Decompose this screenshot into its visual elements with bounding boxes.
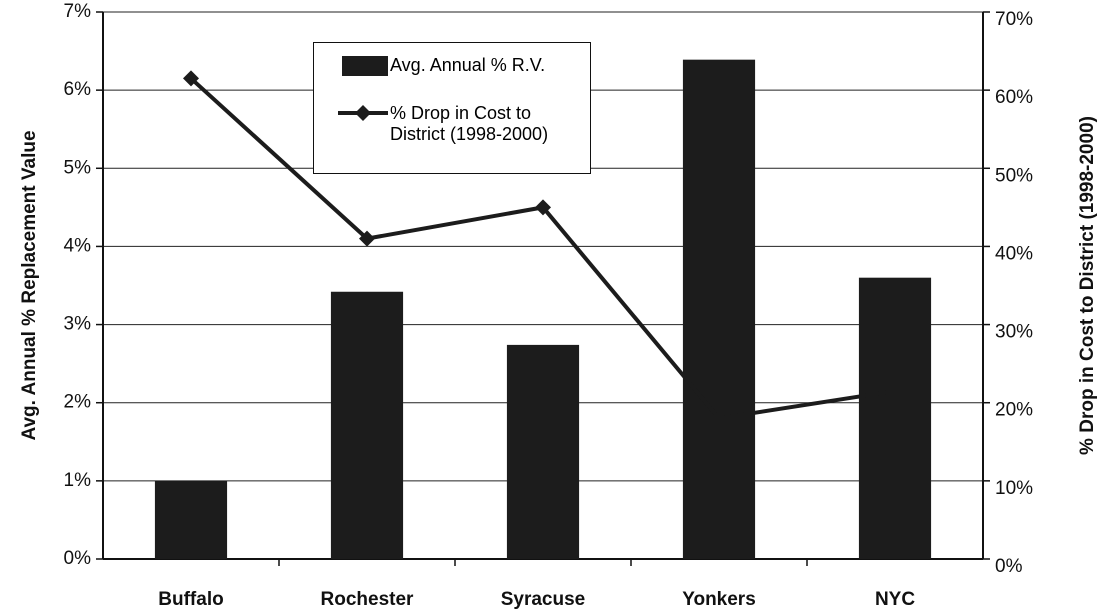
y2-tick-label: 10% <box>995 478 1033 499</box>
legend-point <box>355 105 371 121</box>
y2-tick-label: 70% <box>995 9 1033 30</box>
y2-tick-label: 40% <box>995 243 1033 264</box>
point <box>887 382 903 399</box>
legend: Avg. Annual % R.V. % Drop in Cost to Dist… <box>313 42 591 174</box>
x-tick-label: NYC <box>875 589 915 610</box>
x-tick-label: Rochester <box>321 589 415 610</box>
y2-tick-label: 60% <box>995 87 1033 108</box>
x-tick-label: Buffalo <box>158 589 223 610</box>
point <box>359 230 375 247</box>
bar <box>682 59 756 559</box>
x-tick-label: Yonkers <box>682 589 756 610</box>
y2-tick-label: 0% <box>995 556 1023 577</box>
y-tick-label: 5% <box>64 157 92 178</box>
point <box>183 70 199 87</box>
y-tick-label: 3% <box>64 314 92 335</box>
y-tick-label: 6% <box>64 79 92 100</box>
y2-tick-label: 20% <box>995 400 1033 421</box>
legend-swatch <box>338 105 388 121</box>
bar <box>506 344 580 559</box>
legend-box <box>342 56 388 76</box>
y2-tick-label: 50% <box>995 165 1033 186</box>
y-tick-label: 1% <box>64 470 92 491</box>
x-tick-label: Syracuse <box>501 589 586 610</box>
bar <box>858 277 932 559</box>
y-tick-label: 2% <box>64 392 92 413</box>
y2-tick-label: 30% <box>995 322 1033 343</box>
y-tick-label: 4% <box>64 235 92 256</box>
point <box>535 199 551 216</box>
bar <box>154 480 228 559</box>
y-tick-label: 7% <box>64 1 92 22</box>
legend-label: Avg. Annual % R.V. <box>390 55 546 75</box>
legend-label: % Drop in Cost to District (1998-2000) <box>390 103 549 144</box>
y-axis-title: Avg. Annual % Replacement Value <box>19 130 40 440</box>
y-tick-label: 0% <box>64 548 92 569</box>
y2-axis-title: % Drop in Cost to District (1998-2000) <box>1077 116 1098 455</box>
legend-swatch <box>342 56 388 76</box>
bar <box>330 291 404 559</box>
point <box>711 410 727 427</box>
